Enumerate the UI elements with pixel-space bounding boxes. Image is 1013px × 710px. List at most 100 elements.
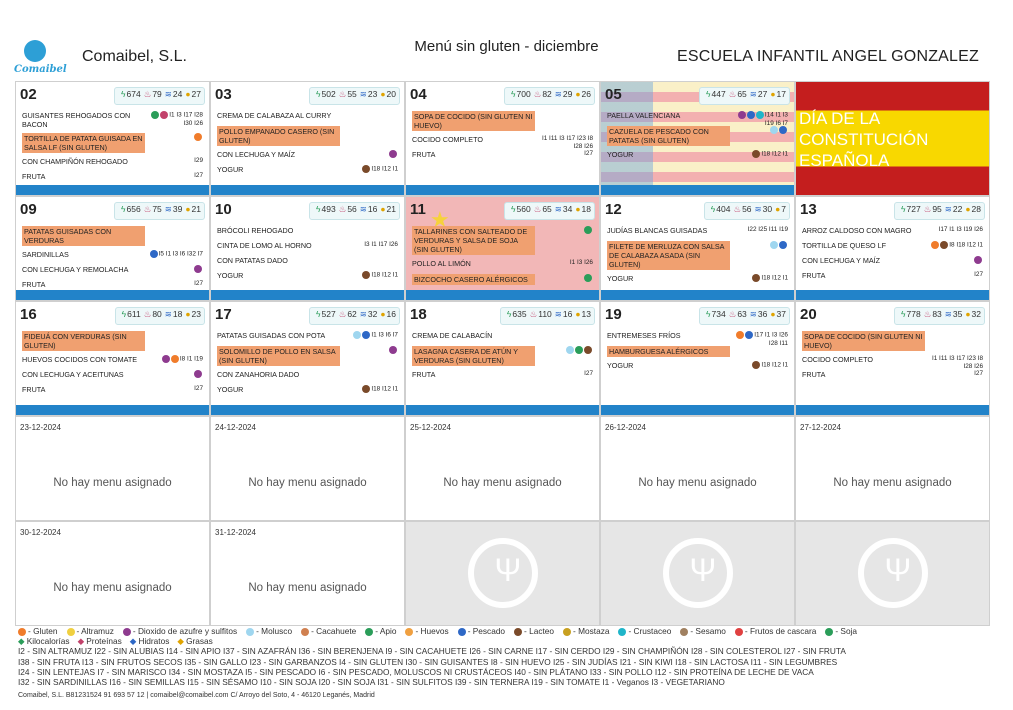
stat-value: 26 bbox=[581, 89, 591, 99]
stat-value: 82 bbox=[542, 89, 552, 99]
dish-item[interactable]: COCIDO COMPLETO I1 I11 I3 I17 I23 I8 I28 … bbox=[412, 135, 593, 150]
day-cell[interactable]: 17 ϟ527 ♨62 ≋32 ●16 PATATAS GUISADAS CON POTA… bbox=[210, 301, 405, 416]
day-cell[interactable]: 05 ϟ447 ♨65 ≋27 ●17 PAELLA VALENCIANA I14 I1 I… bbox=[600, 81, 795, 196]
dish-name: TORTILLA DE QUESO LF bbox=[802, 241, 887, 250]
day-bottom-bar bbox=[601, 290, 794, 300]
dish-item[interactable]: LASAGNA CASERA DE ATÚN Y VERDURAS (SIN G… bbox=[412, 346, 593, 366]
dish-item[interactable]: POLLO EMPANADO CASERO (SIN GLUTEN) bbox=[217, 126, 398, 146]
dish-item[interactable]: HAMBURGUESA ALÉRGICOS bbox=[607, 346, 788, 357]
day-cell[interactable]: 10 ϟ493 ♨56 ≋16 ●21 BRÓCOLI REHOGADO CINTA DE … bbox=[210, 196, 405, 301]
nutrition-stats: ϟ778 ♨83 ≋35 ●32 bbox=[894, 307, 985, 325]
nutrition-stats: ϟ560 ♨65 ≋34 ●18 bbox=[504, 202, 595, 220]
day-cell[interactable]: 02 ϟ674 ♨79 ≋24 ●27 GUISANTES REHOGADOS CON B… bbox=[15, 81, 210, 196]
dish-item[interactable]: CON PATATAS DADO bbox=[217, 256, 398, 267]
day-cell[interactable]: 09 ϟ656 ♨75 ≋39 ●21 PATATAS GUISADAS CON VERD… bbox=[15, 196, 210, 301]
dish-item[interactable]: PATATAS GUISADAS CON VERDURAS bbox=[22, 226, 203, 246]
nutrition-label: Grasas bbox=[186, 636, 213, 647]
dish-item[interactable]: FRUTA I27 bbox=[412, 370, 593, 381]
dish-item[interactable]: YOGUR I18 I12 I1 bbox=[607, 361, 788, 372]
day-number: 02 bbox=[20, 86, 37, 103]
day-cell[interactable]: 18 ϟ635 ♨110 ≋16 ●13 CREMA DE CALABACÍN LASAGN… bbox=[405, 301, 600, 416]
dish-item[interactable]: YOGUR I18 I12 I1 bbox=[217, 271, 398, 282]
dish-item[interactable]: YOGUR I18 I12 I1 bbox=[607, 274, 788, 285]
legend-label: - Molusco bbox=[256, 626, 293, 636]
dish-item[interactable]: BIZCOCHO CASERO ALÉRGICOS bbox=[412, 274, 593, 285]
dish-item[interactable]: YOGUR I18 I12 I1 bbox=[607, 150, 788, 161]
dish-item[interactable]: TALLARINES CON SALTEADO DE VERDURAS Y SA… bbox=[412, 226, 593, 255]
dish-item[interactable]: SARDINILLAS I5 I1 I3 I6 I32 I7 bbox=[22, 250, 203, 261]
day-cell[interactable]: ★ 11 ϟ560 ♨65 ≋34 ●18 TALLARINES CON SALTEADO … bbox=[405, 196, 600, 301]
dish-item[interactable]: CON ZANAHORIA DADO bbox=[217, 370, 398, 381]
empty-day-cell[interactable]: 25-12-2024 No hay menu asignado bbox=[405, 416, 600, 521]
dish-item[interactable]: TORTILLA DE PATATA GUISADA EN SALSA LF (… bbox=[22, 133, 203, 153]
dish-item[interactable]: FIDEUÁ CON VERDURAS (SIN GLUTEN) bbox=[22, 331, 203, 351]
allergen-codes bbox=[147, 265, 203, 274]
stat-value: 34 bbox=[562, 204, 573, 214]
dish-item[interactable]: ARROZ CALDOSO CON MAGRO I17 I1 I3 I19 I26 bbox=[802, 226, 983, 237]
day-bottom-bar bbox=[796, 290, 989, 300]
dish-item[interactable]: SOPA DE COCIDO (SIN GLUTEN NI HUEVO) bbox=[412, 111, 593, 131]
dish-name: YOGUR bbox=[607, 150, 634, 159]
dish-item[interactable]: YOGUR I18 I12 I1 bbox=[217, 165, 398, 176]
fat-icon: ● bbox=[575, 204, 581, 214]
empty-day-cell[interactable]: 23-12-2024 No hay menu asignado bbox=[15, 416, 210, 521]
dish-item[interactable]: CREMA DE CALABACÍN bbox=[412, 331, 593, 342]
day-cell[interactable]: 13 ϟ727 ♨95 ≋22 ●28 ARROZ CALDOSO CON MAGRO I1… bbox=[795, 196, 990, 301]
nutrition-stats: ϟ502 ♨55 ≋23 ●20 bbox=[309, 87, 400, 105]
dish-item[interactable]: CON CHAMPIÑÓN REHOGADO I29 bbox=[22, 157, 203, 168]
stat-value: 560 bbox=[516, 204, 531, 214]
dish-item[interactable]: PAELLA VALENCIANA I14 I1 I3 I19 I6 I7 bbox=[607, 111, 788, 127]
dish-item[interactable]: FRUTA I27 bbox=[22, 385, 203, 396]
day-cell[interactable]: 16 ϟ611 ♨80 ≋18 ●23 FIDEUÁ CON VERDURAS (SIN … bbox=[15, 301, 210, 416]
dish-item[interactable]: HUEVOS COCIDOS CON TOMATE I8 I1 I19 bbox=[22, 355, 203, 366]
protein-icon: ♨ bbox=[143, 309, 152, 319]
stat-value: 32 bbox=[367, 309, 378, 319]
day-cell[interactable]: 04 ϟ700 ♨82 ≋29 ●26 SOPA DE COCIDO (SIN GLUTE… bbox=[405, 81, 600, 196]
dish-item[interactable]: CINTA DE LOMO AL HORNO I3 I1 I17 I26 bbox=[217, 241, 398, 252]
dish-item[interactable]: GUISANTES REHOGADOS CON BACON I1 I3 I17 I… bbox=[22, 111, 203, 129]
dish-item[interactable]: JUDÍAS BLANCAS GUISADAS I22 I25 I11 I19 bbox=[607, 226, 788, 237]
dish-item[interactable]: FILETE DE MERLUZA CON SALSA DE CALABAZA … bbox=[607, 241, 788, 270]
dish-item[interactable]: PATATAS GUISADAS CON POTA I1 I3 I6 I7 bbox=[217, 331, 398, 342]
day-cell[interactable]: 12 ϟ404 ♨56 ≋30 ●7 JUDÍAS BLANCAS GUISADAS I22… bbox=[600, 196, 795, 301]
dish-item[interactable]: FRUTA I27 bbox=[412, 150, 593, 161]
protein-icon: ♨ bbox=[533, 204, 542, 214]
dish-item[interactable]: FRUTA I27 bbox=[802, 370, 983, 381]
dish-item[interactable]: COCIDO COMPLETO I1 I11 I3 I17 I23 I8 I28 … bbox=[802, 355, 983, 370]
day-cell[interactable]: 20 ϟ778 ♨83 ≋35 ●32 SOPA DE COCIDO (SIN GLUTE… bbox=[795, 301, 990, 416]
dish-item[interactable]: FRUTA I27 bbox=[22, 172, 203, 183]
dish-item[interactable]: BRÓCOLI REHOGADO bbox=[217, 226, 398, 237]
dish-item[interactable]: ENTREMESES FRÍOS I17 I1 I3 I26 I28 I11 bbox=[607, 331, 788, 347]
day-cell[interactable]: 03 ϟ502 ♨55 ≋23 ●20 CREMA DE CALABAZA AL CURR… bbox=[210, 81, 405, 196]
dish-item[interactable]: SOPA DE COCIDO (SIN GLUTEN NI HUEVO) bbox=[802, 331, 983, 351]
empty-day-cell[interactable]: 24-12-2024 No hay menu asignado bbox=[210, 416, 405, 521]
cutlery-logo-icon bbox=[662, 538, 733, 608]
carbs-icon: ◆ bbox=[129, 636, 139, 647]
dish-item[interactable]: CON LECHUGA Y MAÍZ bbox=[217, 150, 398, 161]
dish-item[interactable]: SOLOMILLO DE POLLO EN SALSA (SIN GLUTEN) bbox=[217, 346, 398, 366]
dish-item[interactable]: TORTILLA DE QUESO LF I8 I18 I12 I1 bbox=[802, 241, 983, 252]
kcal-icon: ϟ bbox=[121, 309, 127, 319]
kcal-icon: ϟ bbox=[901, 309, 906, 319]
date-label: 26-12-2024 bbox=[605, 423, 646, 432]
allergen-codes: I29 bbox=[147, 157, 203, 165]
dish-item[interactable]: CON LECHUGA Y REMOLACHA bbox=[22, 265, 203, 276]
allergen-icon bbox=[405, 627, 414, 636]
dish-item[interactable]: FRUTA I27 bbox=[22, 280, 203, 291]
dish-item[interactable]: POLLO AL LIMÓN I1 I3 I26 bbox=[412, 259, 593, 270]
dish-item[interactable]: CON LECHUGA Y MAÍZ bbox=[802, 256, 983, 267]
dish-item[interactable]: CREMA DE CALABAZA AL CURRY bbox=[217, 111, 398, 122]
empty-day-cell[interactable]: 31-12-2024 No hay menu asignado bbox=[210, 521, 405, 626]
dish-item[interactable]: FRUTA I27 bbox=[802, 271, 983, 282]
day-cell[interactable]: DÍA DE LA CONSTITUCIÓN ESPAÑOLA bbox=[795, 81, 990, 196]
dish-item[interactable]: CON LECHUGA Y ACEITUNAS bbox=[22, 370, 203, 381]
allergen-icon bbox=[618, 627, 627, 636]
allergen-icon bbox=[194, 370, 202, 378]
dish-item[interactable]: YOGUR I18 I12 I1 bbox=[217, 385, 398, 396]
empty-day-cell[interactable]: 30-12-2024 No hay menu asignado bbox=[15, 521, 210, 626]
carbs-icon: ≋ bbox=[359, 204, 367, 214]
day-cell[interactable]: 19 ϟ734 ♨63 ≋36 ●37 ENTREMESES FRÍOS I17 I1 I3… bbox=[600, 301, 795, 416]
dish-item[interactable]: CAZUELA DE PESCADO CON PATATAS (SIN GLUT… bbox=[607, 126, 788, 146]
empty-day-cell[interactable]: 26-12-2024 No hay menu asignado bbox=[600, 416, 795, 521]
empty-day-cell[interactable]: 27-12-2024 No hay menu asignado bbox=[795, 416, 990, 521]
